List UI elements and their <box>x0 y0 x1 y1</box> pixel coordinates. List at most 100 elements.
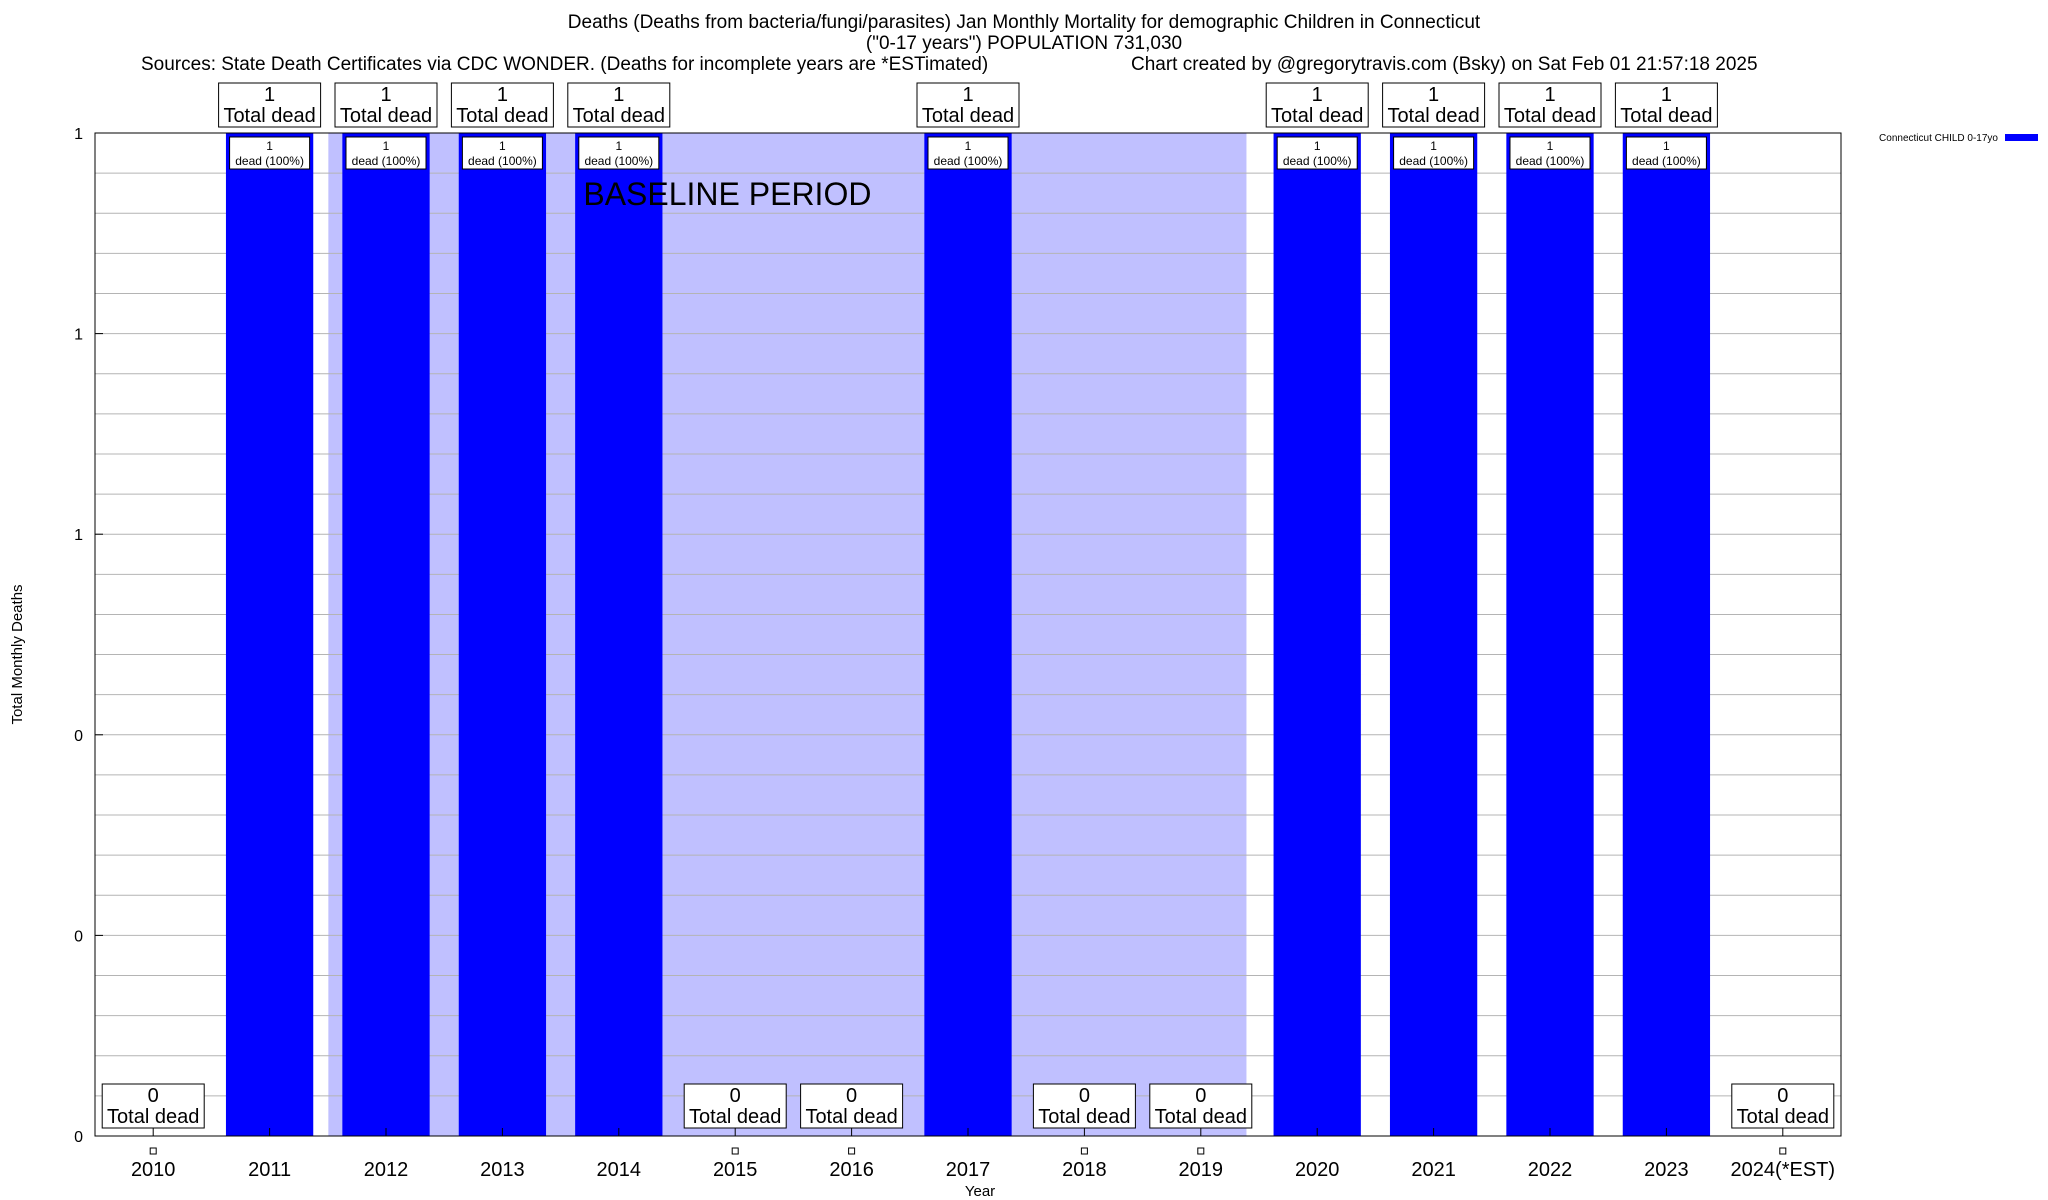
x-tick-label: 2024(*EST) <box>1731 1159 1836 1181</box>
total-value: 1 <box>1312 84 1323 106</box>
total-value: 0 <box>148 1085 159 1107</box>
chart-sources: Sources: State Death Certificates via CD… <box>141 54 989 75</box>
baseline-period-label: BASELINE PERIOD <box>583 176 871 212</box>
bar-value-label: 1 <box>615 139 622 153</box>
chart-title-line-2: ("0-17 years") POPULATION 731,030 <box>865 33 1183 54</box>
chart-title-line-1: Deaths (Deaths from bacteria/fungi/paras… <box>567 12 1481 33</box>
total-label-box <box>218 82 322 128</box>
bar-value-label: 1 <box>383 139 390 153</box>
total-value: 1 <box>264 84 275 106</box>
bar-value-label: 1 <box>965 139 972 153</box>
total-label: Total dead <box>1620 105 1712 127</box>
zero-marker <box>1197 1147 1205 1155</box>
total-label-box <box>1265 82 1369 128</box>
bar <box>342 133 430 1136</box>
total-value: 1 <box>613 84 624 106</box>
total-label: Total dead <box>1271 105 1363 127</box>
bar-value-label: 1 <box>1663 139 1670 153</box>
bar-label-box <box>1393 136 1475 170</box>
bar-value-label: 1 <box>1314 139 1321 153</box>
x-tick-label: 2021 <box>1411 1159 1456 1181</box>
total-label-box <box>683 1083 787 1129</box>
total-label-box <box>1498 82 1602 128</box>
x-tick-label: 2014 <box>597 1159 642 1181</box>
bar-label-box <box>927 136 1009 170</box>
total-label: Total dead <box>223 105 315 127</box>
bar-value-label: 1 <box>499 139 506 153</box>
y-tick-label: 1 <box>74 126 83 143</box>
bar <box>924 133 1012 1136</box>
bar <box>1506 133 1594 1136</box>
total-label: Total dead <box>689 1106 781 1128</box>
total-label: Total dead <box>1737 1106 1829 1128</box>
bar-percent-label: dead (100%) <box>584 154 653 168</box>
total-label-box <box>916 82 1020 128</box>
y-tick-label: 0 <box>74 728 83 745</box>
total-value: 0 <box>846 1085 857 1107</box>
total-label: Total dead <box>1155 1106 1247 1128</box>
chart-credit: Chart created by @gregorytravis.com (Bsk… <box>1131 54 1758 75</box>
y-tick-label: 1 <box>74 327 83 344</box>
total-value: 0 <box>1777 1085 1788 1107</box>
plot-frame <box>94 132 1842 1137</box>
zero-marker <box>1080 1147 1088 1155</box>
bar-percent-label: dead (100%) <box>1399 154 1468 168</box>
bar-value-label: 1 <box>266 139 273 153</box>
total-label: Total dead <box>1504 105 1596 127</box>
total-label-box <box>567 82 671 128</box>
total-value: 1 <box>962 84 973 106</box>
total-value: 1 <box>1544 84 1555 106</box>
x-tick-label: 2011 <box>248 1159 291 1181</box>
total-value: 1 <box>497 84 508 106</box>
bar-label-box <box>578 136 660 170</box>
y-axis-title: Total Monthly Deaths <box>9 584 26 724</box>
total-value: 1 <box>1428 84 1439 106</box>
total-label: Total dead <box>107 1106 199 1128</box>
total-label: Total dead <box>805 1106 897 1128</box>
total-value: 0 <box>1079 1085 1090 1107</box>
x-tick-label: 2012 <box>364 1159 409 1181</box>
y-tick-label: 0 <box>74 1129 83 1146</box>
bar-label-box <box>1276 136 1358 170</box>
bar-label-box <box>1509 136 1591 170</box>
total-value: 0 <box>1195 1085 1206 1107</box>
total-label: Total dead <box>1038 1106 1130 1128</box>
bar-percent-label: dead (100%) <box>1283 154 1352 168</box>
x-tick-label: 2015 <box>713 1159 758 1181</box>
bar-percent-label: dead (100%) <box>352 154 421 168</box>
x-tick-label: 2016 <box>829 1159 874 1181</box>
x-axis-title: Year <box>965 1183 995 1200</box>
legend-label: Connecticut CHILD 0-17yo <box>1879 133 1998 144</box>
zero-marker <box>731 1147 739 1155</box>
bar <box>225 133 314 1136</box>
bar-label-box <box>229 136 311 170</box>
total-label: Total dead <box>456 105 548 127</box>
x-tick-label: 2010 <box>131 1159 176 1181</box>
total-value: 1 <box>380 84 391 106</box>
x-tick-label: 2022 <box>1528 1159 1573 1181</box>
zero-marker <box>848 1147 856 1155</box>
bar-percent-label: dead (100%) <box>934 154 1003 168</box>
total-value: 1 <box>1661 84 1672 106</box>
bar <box>575 133 663 1136</box>
total-label: Total dead <box>340 105 432 127</box>
total-label: Total dead <box>922 105 1014 127</box>
total-label-box <box>1032 1083 1136 1129</box>
bar-label-box <box>345 136 427 170</box>
x-tick-label: 2019 <box>1179 1159 1224 1181</box>
bar-value-label: 1 <box>1547 139 1554 153</box>
bar <box>458 133 547 1136</box>
x-tick-label: 2013 <box>480 1159 525 1181</box>
x-tick-label: 2023 <box>1644 1159 1689 1181</box>
total-label-box <box>800 1083 904 1129</box>
total-label-box <box>1382 82 1486 128</box>
bar-value-label: 1 <box>1430 139 1437 153</box>
y-tick-label: 1 <box>74 527 83 544</box>
bar-label-box <box>1625 136 1707 170</box>
total-value: 0 <box>730 1085 741 1107</box>
bar <box>1389 133 1478 1136</box>
legend-swatch <box>2005 134 2038 141</box>
zero-marker <box>149 1147 157 1155</box>
total-label-box <box>450 82 554 128</box>
